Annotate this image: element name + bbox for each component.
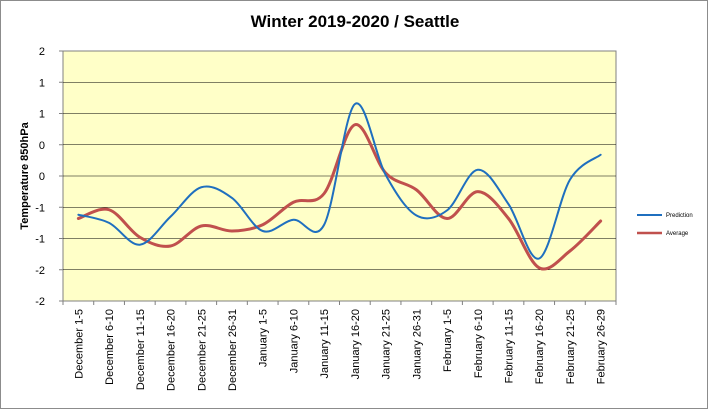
x-tick-label: December 21-25	[196, 309, 208, 391]
x-tick-label: December 11-15	[135, 309, 147, 390]
y-axis-ticks: 2 1 1 0 0 -1 -1 -2 -2	[35, 46, 63, 308]
y-tick-label: -2	[35, 296, 45, 308]
x-tick-label: January 26-31	[411, 309, 423, 379]
y-tick-label: 0	[39, 171, 45, 183]
y-tick-label: -1	[35, 202, 45, 214]
x-tick-label: February 16-20	[534, 309, 546, 384]
x-tick-label: January 16-20	[350, 309, 362, 379]
x-tick-label: February 26-29	[596, 309, 608, 384]
x-tick-label: January 21-25	[381, 309, 393, 379]
y-tick-label: 1	[39, 77, 45, 89]
y-tick-label: -1	[35, 234, 45, 246]
x-tick-label: December 1-5	[73, 309, 85, 379]
legend-label: Average	[666, 231, 689, 237]
y-axis-title: Temperature 850hPa	[19, 121, 31, 229]
legend-label: Prediction	[666, 213, 693, 219]
x-tick-label: December 16-20	[166, 309, 178, 391]
y-tick-label: -2	[35, 265, 45, 277]
x-tick-label: January 6-10	[288, 309, 300, 373]
x-tick-label: February 1-5	[442, 309, 454, 372]
y-tick-label: 2	[39, 46, 45, 58]
series-line-prediction	[77, 102, 602, 260]
series-lines	[76, 102, 603, 271]
x-tick-label: February 21-25	[565, 309, 577, 384]
x-tick-label: January 1-5	[258, 309, 270, 367]
y-tick-label: 1	[39, 109, 45, 121]
legend: Prediction Average	[637, 213, 693, 237]
x-axis-ticks: December 1-5 December 6-10 December 11-15 D…	[62, 301, 617, 391]
x-tick-label: February 11-15	[503, 309, 515, 383]
chart-title: Winter 2019-2020 / Seattle	[251, 12, 460, 31]
x-tick-label: February 6-10	[473, 309, 485, 378]
y-tick-label: 0	[39, 140, 45, 152]
x-tick-label: December 6-10	[104, 309, 116, 385]
x-tick-label: December 26-31	[227, 309, 239, 391]
x-tick-label: January 11-15	[319, 309, 331, 379]
